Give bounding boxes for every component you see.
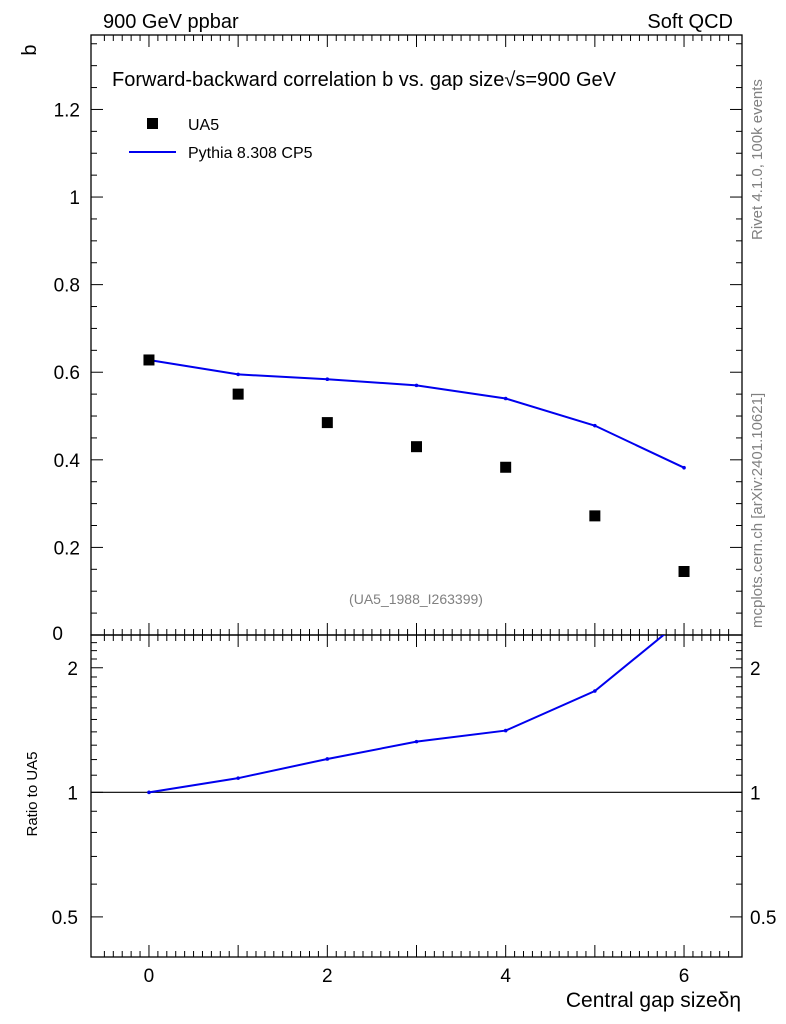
ratio-y-tick-label-left: 2 bbox=[67, 659, 78, 680]
pythia-point bbox=[325, 377, 330, 382]
main-y-tick-label: 1 bbox=[69, 188, 80, 209]
pythia-point bbox=[236, 372, 240, 377]
x-tick-label: 4 bbox=[500, 966, 511, 987]
ua5-point bbox=[321, 417, 333, 429]
ua5-point bbox=[411, 441, 422, 453]
ratio-y-tick-label-left: 1 bbox=[67, 783, 78, 804]
ratio-point bbox=[236, 776, 240, 780]
main-y-tick-label: 1.2 bbox=[54, 100, 80, 121]
ratio-y-tick-labels: 0.5 0.5 1 1 2 2 bbox=[52, 659, 777, 929]
pythia-point bbox=[503, 396, 508, 401]
main-title: Forward-backward correlation b vs. gap s… bbox=[112, 69, 617, 91]
x-tick-label: 2 bbox=[322, 966, 333, 987]
ua5-point bbox=[678, 565, 690, 577]
rivet-label: Rivet 4.1.0, 100k events bbox=[749, 79, 766, 240]
main-y-tick-label: 0.8 bbox=[54, 276, 80, 297]
ratio-point bbox=[682, 616, 686, 620]
pythia-point bbox=[593, 423, 597, 428]
ratio-y-tick-label-right: 0.5 bbox=[750, 908, 776, 929]
main-y-axis-label: b bbox=[19, 44, 41, 55]
ratio-x-tick-labels: 0 2 4 6 bbox=[144, 966, 690, 987]
pythia-point bbox=[682, 465, 686, 470]
x-axis-label: Central gap sizeδη bbox=[566, 989, 741, 1012]
legend-ua5-label: UA5 bbox=[188, 117, 219, 134]
header-right: Soft QCD bbox=[647, 11, 733, 33]
ratio-y-tick-label-right: 1 bbox=[750, 783, 761, 804]
ratio-x-ticks bbox=[103, 635, 730, 957]
ratio-y-ticks bbox=[91, 642, 742, 958]
ratio-point bbox=[414, 739, 419, 744]
ratio-y-axis-label: Ratio to UA5 bbox=[24, 751, 41, 836]
reference-label: (UA5_1988_I263399) bbox=[349, 591, 483, 607]
ratio-y-tick-label-left: 0.5 bbox=[52, 908, 78, 929]
main-panel: 0.2 0.4 0.6 0.8 1 1.2 0 Forward-backward corr… bbox=[19, 34, 743, 645]
main-x-ticks bbox=[103, 35, 730, 635]
main-title-energy: √s=900 GeV bbox=[504, 69, 616, 91]
legend-pythia-label: Pythia 8.308 CP5 bbox=[188, 145, 313, 162]
ua5-point bbox=[143, 354, 155, 366]
ratio-point bbox=[325, 757, 330, 761]
main-y-zero-label: 0 bbox=[52, 624, 63, 645]
ratio-point bbox=[593, 689, 597, 693]
ratio-point bbox=[503, 728, 508, 733]
main-title-text: Forward-backward correlation b vs. gap s… bbox=[112, 69, 504, 91]
ratio-series bbox=[147, 616, 686, 795]
pythia-point bbox=[414, 383, 419, 388]
ua5-point bbox=[589, 510, 601, 522]
ua5-point bbox=[232, 388, 244, 400]
main-y-tick-label: 0.4 bbox=[54, 451, 81, 472]
mcplots-label: mcplots.cern.ch [arXiv:2401.10621] bbox=[749, 393, 766, 628]
ua5-point bbox=[500, 461, 512, 473]
main-y-tick-label: 0.2 bbox=[54, 538, 80, 559]
legend-ua5-marker bbox=[147, 118, 158, 129]
ratio-y-tick-label-right: 2 bbox=[750, 659, 761, 680]
header-left: 900 GeV ppbar bbox=[103, 11, 239, 33]
x-tick-label: 6 bbox=[679, 966, 690, 987]
main-series bbox=[143, 354, 690, 577]
ratio-point bbox=[147, 790, 151, 795]
x-tick-label: 0 bbox=[144, 966, 155, 987]
ratio-frame bbox=[90, 634, 743, 958]
main-y-tick-labels: 0.2 0.4 0.6 0.8 1 1.2 bbox=[54, 100, 81, 559]
main-y-tick-label: 0.6 bbox=[54, 363, 80, 384]
x-axis-label-symbol: δη bbox=[718, 989, 741, 1012]
x-axis-label-text: Central gap size bbox=[566, 989, 718, 1012]
